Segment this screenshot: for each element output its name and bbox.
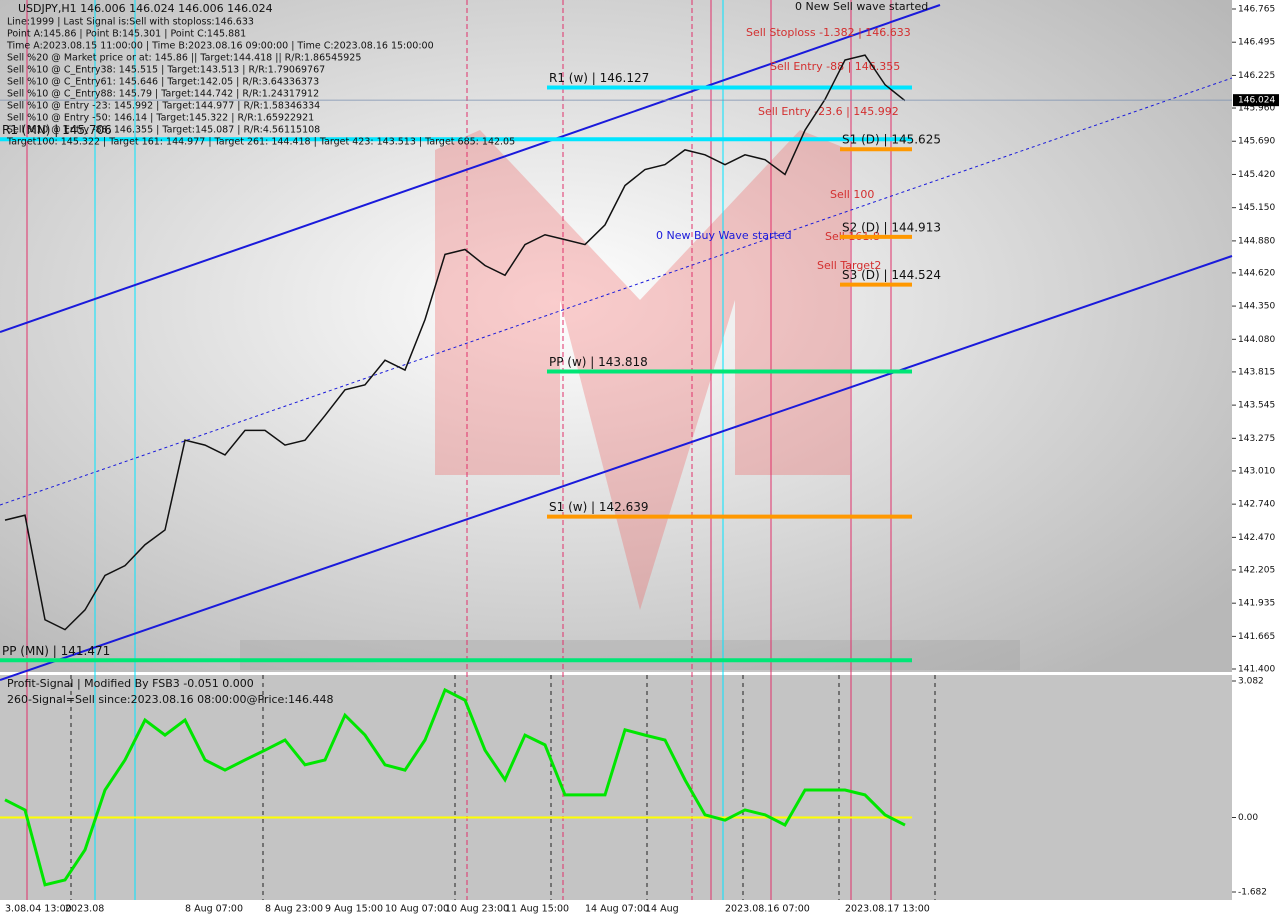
x-tick-label: 2023.08.17 13:00 xyxy=(845,904,930,915)
x-tick-label: 10 Aug 23:00 xyxy=(445,904,509,915)
price-axis xyxy=(1232,0,1280,920)
y-tick-label: -1.682 xyxy=(1238,888,1267,898)
x-tick-label: 11 Aug 15:00 xyxy=(505,904,569,915)
x-tick-label: 3.08.04 13:00 xyxy=(5,904,72,915)
y-tick-label: 141.665 xyxy=(1238,632,1275,642)
series-line xyxy=(4,687,906,887)
y-tick-label: 143.545 xyxy=(1238,401,1275,411)
info-line: Time A:2023.08.15 11:00:00 | Time B:2023… xyxy=(6,41,434,52)
y-tick-label: 145.420 xyxy=(1238,170,1275,180)
y-tick-label: 144.350 xyxy=(1238,302,1275,312)
x-tick-label: 14 Aug 07:00 xyxy=(585,904,649,915)
y-tick-label: 143.010 xyxy=(1238,466,1275,476)
y-tick-label: 142.205 xyxy=(1238,565,1275,575)
y-tick-label: 141.400 xyxy=(1238,665,1275,675)
y-tick-label: 143.275 xyxy=(1238,434,1275,444)
x-tick-label: 2023.08 xyxy=(65,904,104,915)
info-line: Target100: 145.322 | Target 161: 144.977… xyxy=(6,137,515,148)
info-line: Sell %10 @ Entry -88: 146.355 | Target:1… xyxy=(7,125,320,136)
info-line: Sell %10 @ C_Entry38: 145.515 | Target:1… xyxy=(7,65,325,76)
x-tick-label: 14 Aug xyxy=(645,904,679,915)
annotations: 0 New Sell wave started Sell Stoploss -1… xyxy=(656,0,928,272)
x-tick-label: 9 Aug 15:00 xyxy=(325,904,383,915)
y-tick-label: 144.080 xyxy=(1238,335,1275,345)
y-tick-label: 145.960 xyxy=(1238,104,1275,114)
last-price-label: 146.024 xyxy=(1238,96,1275,106)
price-panel xyxy=(0,0,1232,672)
x-tick-label: 10 Aug 07:00 xyxy=(385,904,449,915)
chart-title: USDJPY,H1 146.006 146.024 146.006 146.02… xyxy=(18,2,273,15)
level-label: R1 (MN) | 145.706 xyxy=(2,123,112,137)
level-label: S3 (D) | 144.524 xyxy=(842,268,941,282)
y-tick-label: 146.225 xyxy=(1238,71,1275,81)
annotation: 0 New Buy Wave started xyxy=(656,229,792,242)
oscillator-title: Profit-Signal | Modified By FSB3 -0.051 … xyxy=(7,677,254,690)
y-tick-label: 0.00 xyxy=(1238,813,1258,823)
level-label: PP (w) | 143.818 xyxy=(549,355,648,369)
channel-lines xyxy=(0,4,1233,681)
y-tick-label: 144.880 xyxy=(1238,236,1275,246)
series-line xyxy=(4,54,906,631)
y-tick-label: 142.740 xyxy=(1238,500,1275,510)
last-price-box xyxy=(1233,94,1279,107)
y-tick-label: 144.620 xyxy=(1238,268,1275,278)
level-label: R1 (w) | 146.127 xyxy=(549,71,649,85)
annotation: Sell Entry -88 | 146.355 xyxy=(770,60,900,73)
x-tick-label: 8 Aug 07:00 xyxy=(185,904,243,915)
annotation: Sell Target2 xyxy=(817,259,881,272)
info-line: Sell %10 @ Entry -23: 145.992 | Target:1… xyxy=(7,101,320,112)
y-tick-label: 145.690 xyxy=(1238,137,1275,147)
y-tick-label: 146.765 xyxy=(1238,5,1275,15)
info-line: Sell %20 @ Market price or at: 145.86 ||… xyxy=(7,53,361,64)
info-line: Sell %10 @ Entry -50: 146.14 | Target:14… xyxy=(7,113,314,124)
level-label: PP (MN) | 141.471 xyxy=(2,644,110,658)
info-line: Sell %10 @ C_Entry88: 145.79 | Target:14… xyxy=(7,89,319,100)
info-line: Sell %10 @ C_Entry61: 145.646 | Target:1… xyxy=(7,77,319,88)
annotation: Sell Stoploss -1.382 | 146.633 xyxy=(746,26,911,39)
panel-separator xyxy=(0,672,1280,675)
level-label: S1 (D) | 145.625 xyxy=(842,133,941,147)
oscillator-time-lines xyxy=(70,675,936,900)
y-tick-label: 141.935 xyxy=(1238,599,1275,609)
annotation: Sell 100 xyxy=(830,188,874,201)
y-tick-label: 142.470 xyxy=(1238,533,1275,543)
session-lines xyxy=(26,0,892,900)
y-tick-label: 143.815 xyxy=(1238,367,1275,377)
level-label: S2 (D) | 144.913 xyxy=(842,220,941,234)
info-line: Point A:145.86 | Point B:145.301 | Point… xyxy=(7,29,246,40)
annotation: Sell Entry -23.6 | 145.992 xyxy=(758,105,899,118)
oscillator-panel xyxy=(0,675,1232,900)
level-label: S1 (w) | 142.639 xyxy=(549,500,649,514)
y-tick-label: 145.150 xyxy=(1238,203,1275,213)
y-tick-label: 146.495 xyxy=(1238,38,1275,48)
annotation: 0 New Sell wave started xyxy=(795,0,928,13)
y-tick-label: 3.082 xyxy=(1238,677,1264,687)
x-tick-label: 2023.08.16 07:00 xyxy=(725,904,810,915)
x-tick-label: 8 Aug 23:00 xyxy=(265,904,323,915)
oscillator-subtitle: 260-Signal=Sell since:2023.08.16 08:00:0… xyxy=(7,693,334,706)
info-line: Line:1999 | Last Signal is:Sell with sto… xyxy=(7,17,254,28)
